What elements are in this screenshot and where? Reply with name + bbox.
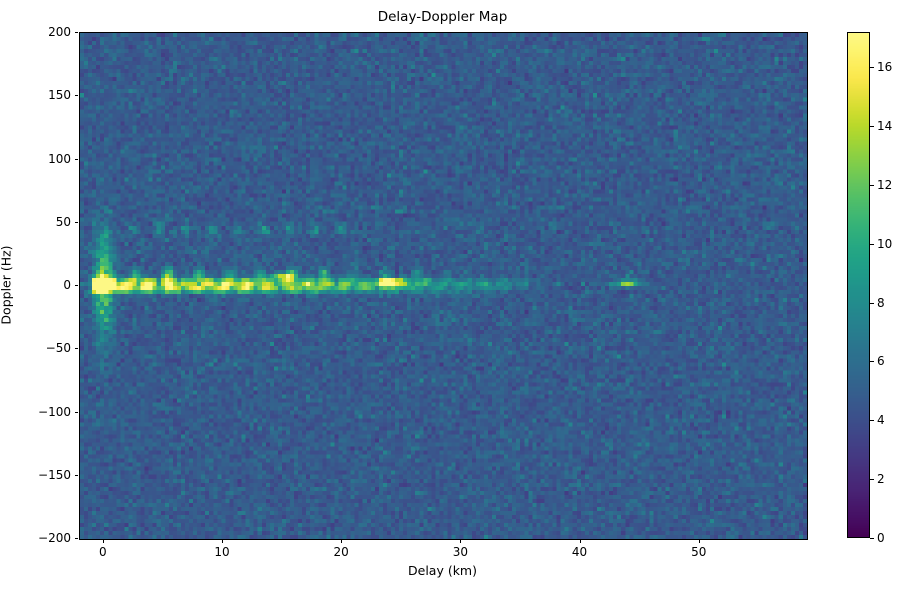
colorbar-canvas <box>848 33 869 537</box>
y-tick-mark <box>74 221 78 223</box>
x-tick-label: 0 <box>99 545 107 559</box>
colorbar-tick-label: 2 <box>877 472 885 487</box>
colorbar-tick-label: 4 <box>877 413 885 428</box>
y-tick-label: 150 <box>48 88 71 103</box>
colorbar-tick-mark <box>870 538 874 539</box>
colorbar-tick-label: 12 <box>877 177 893 192</box>
y-tick-mark <box>74 538 78 539</box>
x-tick-label: 10 <box>214 545 230 559</box>
y-tick-label: −150 <box>38 467 71 482</box>
y-tick-label: 0 <box>63 278 71 292</box>
colorbar-tick-mark <box>870 420 874 422</box>
x-tick-label: 50 <box>691 545 707 559</box>
colorbar-tick-mark <box>870 479 874 481</box>
x-tick-mark <box>102 539 104 543</box>
colorbar-tick-mark <box>870 126 874 128</box>
y-tick-label: −100 <box>38 404 71 419</box>
y-axis-label: Doppler (Hz) <box>0 245 14 325</box>
y-tick-mark <box>74 348 78 350</box>
colorbar-tick-label: 10 <box>877 236 893 251</box>
colorbar-gradient <box>847 32 870 538</box>
y-tick-label: 50 <box>55 214 71 229</box>
x-tick-mark <box>698 539 700 543</box>
x-tick-label: 20 <box>333 545 349 559</box>
y-tick-mark <box>74 95 78 97</box>
x-tick-label: 30 <box>452 545 469 559</box>
x-tick-mark <box>222 539 224 543</box>
page-title: Delay-Doppler Map <box>377 9 508 25</box>
x-axis-label: Delay (km) <box>408 563 477 578</box>
colorbar-tick-mark <box>870 361 874 363</box>
y-tick-mark <box>74 474 78 476</box>
colorbar[interactable] <box>847 32 870 538</box>
x-tick-label: 40 <box>571 545 588 559</box>
y-tick-label: −200 <box>38 531 71 545</box>
colorbar-tick-label: 6 <box>877 354 885 369</box>
colorbar-tick-mark <box>870 243 874 245</box>
colorbar-tick-mark <box>870 67 874 69</box>
y-tick-label: 200 <box>48 25 71 39</box>
colorbar-tick-label: 16 <box>877 60 893 75</box>
y-tick-mark <box>74 158 78 160</box>
colorbar-tick-label: 8 <box>877 295 885 310</box>
x-tick-mark <box>579 539 581 543</box>
colorbar-tick-label: 14 <box>877 119 893 134</box>
x-tick-mark <box>341 539 343 543</box>
plot-area[interactable] <box>79 32 808 540</box>
x-tick-mark <box>460 539 462 543</box>
y-tick-mark <box>74 32 78 33</box>
y-tick-mark <box>74 285 78 286</box>
y-tick-label: −50 <box>45 341 71 356</box>
colorbar-tick-mark <box>870 302 874 304</box>
heatmap-canvas[interactable] <box>80 33 807 539</box>
colorbar-tick-mark <box>870 184 874 186</box>
y-tick-label: 100 <box>48 151 71 166</box>
colorbar-tick-label: 0 <box>877 531 885 545</box>
y-tick-mark <box>74 411 78 413</box>
